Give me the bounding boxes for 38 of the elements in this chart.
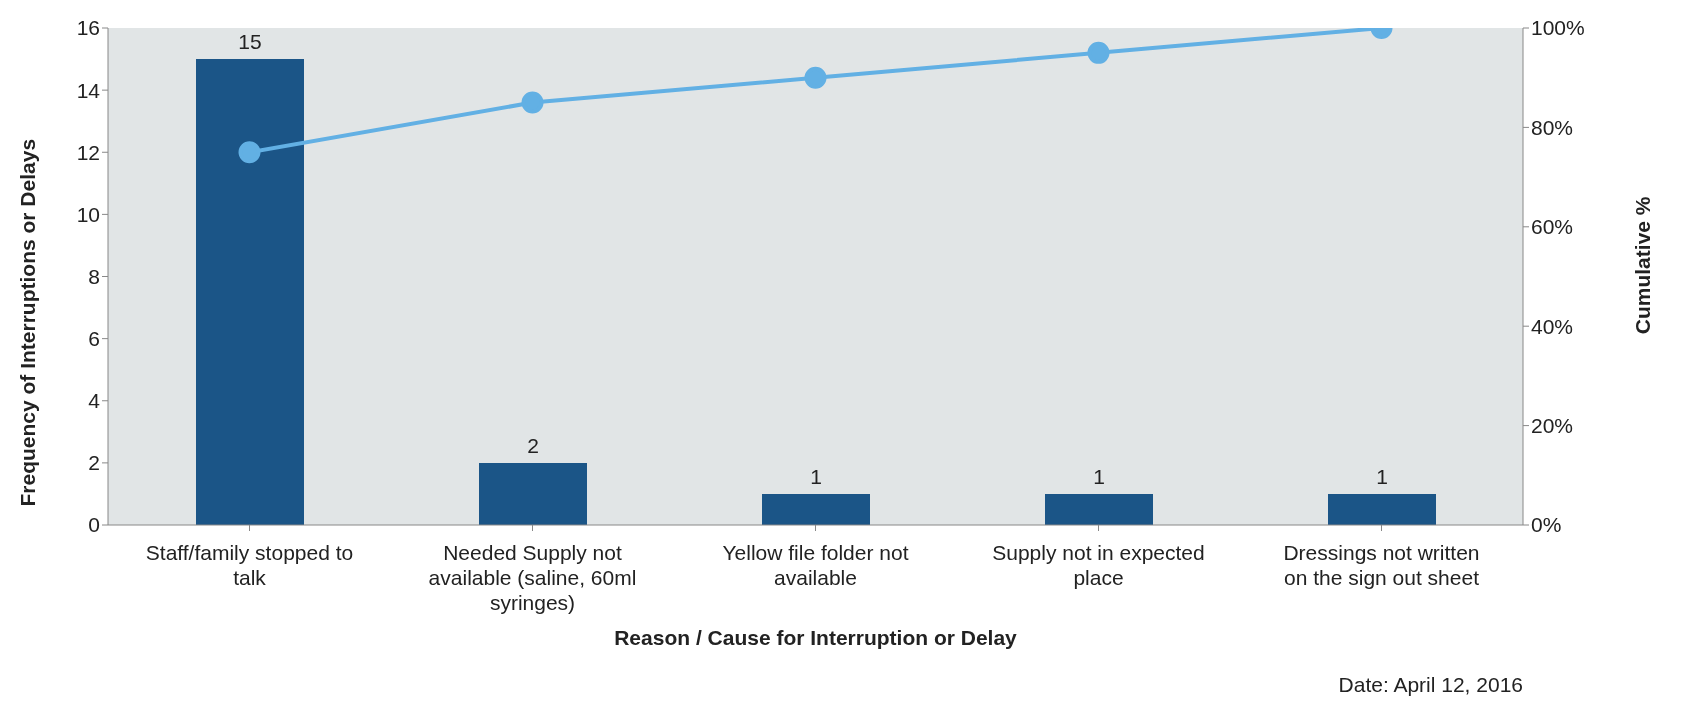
y-tick-label: 8 (88, 264, 100, 288)
y2-tick-label: 0% (1531, 513, 1562, 537)
y2-tick-label: 100% (1531, 16, 1585, 40)
bar (1045, 493, 1153, 525)
y-tick-label: 10 (76, 202, 100, 226)
data-label: 1 (1093, 464, 1105, 488)
y-tick-label: 12 (76, 140, 100, 164)
y2-axis-title: Cumulative % (1631, 196, 1655, 335)
point (521, 91, 544, 114)
bar (479, 462, 587, 525)
x-tick-label: Needed Supply not available (saline, 60ml syringes) (428, 540, 637, 615)
data-label: 1 (1376, 464, 1388, 488)
data-label: 15 (238, 30, 262, 54)
y2-tick-label: 60% (1531, 215, 1574, 239)
y2-tick-label: 80% (1531, 115, 1574, 139)
data-label: 1 (810, 464, 822, 488)
x-tick-label: Supply not in expected place (992, 540, 1205, 589)
point (1087, 41, 1110, 64)
x-tick-label: Yellow file folder not available (722, 540, 909, 589)
data-label: 2 (527, 433, 539, 457)
bar (1328, 493, 1436, 525)
y2-tick-label: 20% (1531, 414, 1574, 438)
x-tick-label: Dressings not written on the sign out sheet (1283, 540, 1480, 589)
y2-tick-label: 40% (1531, 314, 1574, 338)
y-tick-label: 4 (88, 389, 101, 413)
text: Date: April 12, 2016 (1338, 673, 1523, 697)
x-tick-label: Staff/family stopped to talk (145, 540, 354, 589)
point (238, 141, 261, 164)
y-tick-label: 16 (76, 16, 100, 40)
point (804, 66, 827, 89)
bar (196, 59, 304, 525)
y-tick-label: 2 (88, 451, 100, 475)
y-tick-label: 6 (88, 327, 100, 351)
y-tick-label: 0 (88, 513, 100, 537)
x-axis-title: Reason / Cause for Interruption or Delay (614, 626, 1018, 649)
y-axis-title: Frequency of Interruptions or Delays (16, 138, 40, 507)
y-tick-label: 14 (76, 78, 101, 102)
bar (762, 493, 870, 525)
